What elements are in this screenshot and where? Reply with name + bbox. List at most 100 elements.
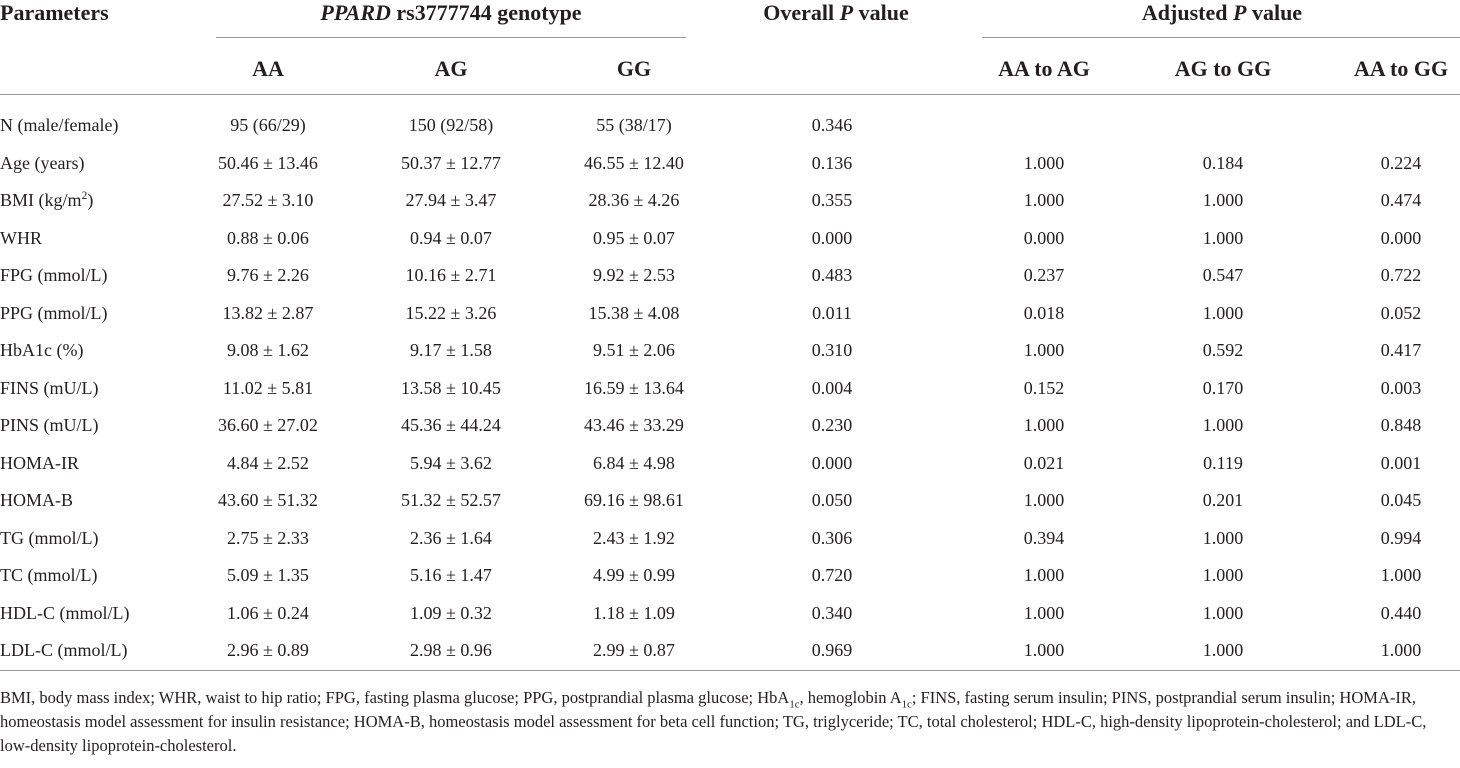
cell-aa: 11.02 ± 5.81 <box>222 377 314 398</box>
cell-parameter: TG (mmol/L) <box>0 520 98 557</box>
header-col-gg: GG <box>616 56 652 81</box>
cell-adj-aa-gg: 0.848 <box>1380 415 1422 435</box>
header-col-ag-to-gg: AG to GG <box>1174 56 1272 81</box>
cell-parameter: FINS (mU/L) <box>0 370 99 407</box>
header-adjusted-p-italic: P <box>1233 0 1247 25</box>
cell-adj-aa-ag: 1.000 <box>1023 602 1065 623</box>
cell-adj-ag-gg: 0.119 <box>1203 452 1243 473</box>
header-genotype-gene: PPARD <box>320 0 391 25</box>
cell-adj-aa-ag: 0.152 <box>1023 377 1065 398</box>
cell-parameter-text: TC (mmol/L) <box>0 565 98 585</box>
cell-gg: 9.92 ± 2.53 <box>593 265 675 285</box>
header-adjusted-p: Adjusted P value <box>1142 0 1302 26</box>
cell-aa: 2.96 ± 0.89 <box>227 640 309 660</box>
cell-adj-ag-gg: 1.000 <box>1202 302 1244 323</box>
cell-parameter-text: PPG (mmol/L) <box>0 302 108 323</box>
table-row: HOMA-B 43.60 ± 51.32 51.32 ± 52.57 69.16 ± … <box>0 482 1460 519</box>
cell-gg: 16.59 ± 13.64 <box>584 377 684 398</box>
header-col-aa: AA <box>252 56 284 81</box>
cell-adj-aa-ag: 1.000 <box>1023 640 1065 660</box>
cell-ag: 13.58 ± 10.45 <box>401 377 501 398</box>
cell-parameter: PINS (mU/L) <box>0 407 99 444</box>
cell-aa: 9.08 ± 1.62 <box>227 340 309 360</box>
cell-adj-ag-gg: 0.201 <box>1202 490 1244 510</box>
cell-ag: 1.09 ± 0.32 <box>410 602 492 623</box>
cell-overall-p: 0.050 <box>811 490 853 510</box>
cell-parameter: WHR <box>0 220 42 257</box>
cell-parameter-text: HOMA-IR <box>0 452 79 473</box>
cell-parameter: TC (mmol/L) <box>0 557 98 594</box>
cell-ag: 5.94 ± 3.62 <box>410 452 492 473</box>
cell-aa: 95 (66/29) <box>230 115 306 135</box>
cell-adj-aa-gg: 0.045 <box>1380 490 1422 510</box>
cell-ag: 5.16 ± 1.47 <box>410 565 492 585</box>
table-row: BMI (kg/m2) 27.52 ± 3.10 27.94 ± 3.47 28.36… <box>0 182 1460 219</box>
cell-adj-ag-gg: 1.000 <box>1202 527 1244 548</box>
cell-aa: 9.76 ± 2.26 <box>227 265 309 285</box>
table-row: PPG (mmol/L) 13.82 ± 2.87 15.22 ± 3.26 15.3… <box>0 295 1460 332</box>
cell-gg: 28.36 ± 4.26 <box>588 190 680 210</box>
cell-adj-ag-gg: 0.592 <box>1202 340 1244 360</box>
footnote-part-2: , hemoglobin A <box>799 688 902 707</box>
cell-aa: 0.88 ± 0.06 <box>227 227 309 248</box>
cell-adj-aa-gg: 1.000 <box>1380 565 1422 585</box>
cell-parameter-text: HbA1c (%) <box>0 340 84 360</box>
cell-parameter: HOMA-B <box>0 482 73 519</box>
cell-ag: 9.17 ± 1.58 <box>410 340 492 360</box>
header-bottom-rule <box>0 94 1460 95</box>
header-overall-pre: Overall <box>763 0 840 25</box>
cell-gg: 6.84 ± 4.98 <box>593 452 675 473</box>
cell-parameter-text: WHR <box>0 227 42 248</box>
cell-adj-ag-gg: 0.170 <box>1202 377 1244 398</box>
cell-adj-ag-gg: 1.000 <box>1202 565 1244 585</box>
cell-gg: 2.99 ± 0.87 <box>593 640 675 660</box>
cell-adj-aa-gg: 0.224 <box>1380 152 1422 173</box>
cell-ag: 150 (92/58) <box>408 115 494 135</box>
cell-overall-p: 0.136 <box>811 152 853 173</box>
cell-parameter-text: FINS (mU/L) <box>0 377 99 398</box>
cell-overall-p: 0.346 <box>811 115 853 135</box>
table-row: HOMA-IR 4.84 ± 2.52 5.94 ± 3.62 6.84 ± 4.98… <box>0 445 1460 482</box>
cell-gg: 69.16 ± 98.61 <box>584 490 684 510</box>
cell-ag: 0.94 ± 0.07 <box>410 227 492 248</box>
cell-adj-aa-gg: 0.440 <box>1380 602 1422 623</box>
cell-overall-p: 0.340 <box>811 602 853 623</box>
cell-parameter: N (male/female) <box>0 107 118 144</box>
cell-ag: 45.36 ± 44.24 <box>401 415 501 435</box>
cell-adj-aa-ag: 1.000 <box>1023 490 1065 510</box>
footnote-part-3: ; FINS, fasting serum insulin; PINS, pos… <box>0 688 1427 755</box>
cell-adj-aa-ag: 0.021 <box>1023 452 1065 473</box>
cell-adj-aa-gg: 0.474 <box>1380 190 1422 210</box>
header-parameters-text: Parameters <box>0 0 109 25</box>
cell-overall-p: 0.230 <box>811 415 853 435</box>
table-bottom-rule <box>0 670 1460 671</box>
cell-adj-ag-gg: 1.000 <box>1202 602 1244 623</box>
cell-adj-aa-gg: 0.417 <box>1380 340 1422 360</box>
adjusted-group-rule <box>982 37 1460 38</box>
table-row: HDL-C (mmol/L) 1.06 ± 0.24 1.09 ± 0.32 1.18… <box>0 595 1460 632</box>
cell-adj-aa-gg: 0.000 <box>1380 227 1422 248</box>
cell-adj-aa-gg: 0.052 <box>1380 302 1422 323</box>
cell-parameter-text: LDL-C (mmol/L) <box>0 640 128 660</box>
cell-parameter: Age (years) <box>0 145 84 182</box>
cell-overall-p: 0.004 <box>811 377 853 398</box>
cell-overall-p: 0.000 <box>811 227 853 248</box>
cell-parameter: BMI (kg/m2) <box>0 182 93 219</box>
cell-adj-aa-ag: 1.000 <box>1023 152 1065 173</box>
footnote-sub-2: 1c <box>901 698 912 711</box>
cell-parameter: FPG (mmol/L) <box>0 257 108 294</box>
cell-adj-aa-gg: 0.003 <box>1380 377 1422 398</box>
header-overall-post: value <box>853 0 909 25</box>
table-row: HbA1c (%) 9.08 ± 1.62 9.17 ± 1.58 9.51 ± 2.… <box>0 332 1460 369</box>
cell-ag: 2.36 ± 1.64 <box>410 527 492 548</box>
cell-parameter-text: HDL-C (mmol/L) <box>0 602 130 623</box>
cell-adj-aa-gg: 0.994 <box>1380 527 1422 548</box>
cell-adj-aa-gg: 0.001 <box>1380 452 1422 473</box>
cell-gg: 43.46 ± 33.29 <box>584 415 684 435</box>
table-row: TC (mmol/L) 5.09 ± 1.35 5.16 ± 1.47 4.99 ± … <box>0 557 1460 594</box>
cell-overall-p: 0.310 <box>811 340 853 360</box>
cell-ag: 2.98 ± 0.96 <box>410 640 492 660</box>
cell-adj-ag-gg: 1.000 <box>1202 190 1244 210</box>
cell-aa: 5.09 ± 1.35 <box>227 565 309 585</box>
cell-adj-aa-ag: 0.000 <box>1023 227 1065 248</box>
